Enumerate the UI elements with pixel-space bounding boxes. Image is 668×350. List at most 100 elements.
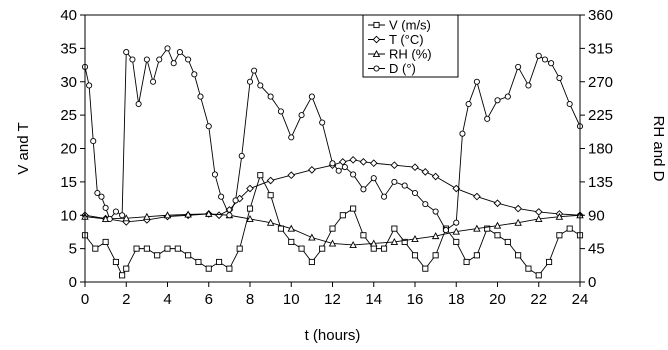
data-point [349, 156, 357, 164]
data-point [515, 63, 522, 70]
data-point [566, 225, 573, 232]
data-point [92, 245, 99, 252]
data-point [133, 245, 140, 252]
data-point [170, 60, 177, 67]
data-point [226, 212, 233, 219]
data-point [164, 245, 171, 252]
data-point [197, 93, 204, 100]
data-point [432, 208, 439, 215]
data-point [287, 171, 296, 180]
data-point [215, 211, 223, 220]
x-tick-label: 10 [283, 291, 300, 308]
data-point [246, 184, 254, 193]
y-right-tick-label: 225 [588, 107, 613, 124]
data-point [143, 245, 150, 252]
data-point [204, 209, 213, 217]
data-point [515, 252, 522, 259]
y-right-tick-label: 180 [588, 141, 613, 158]
data-point [257, 82, 264, 89]
data-point [102, 238, 109, 246]
y-left-tick-label: 20 [60, 141, 77, 158]
data-point [556, 232, 563, 239]
y-left-tick-label: 30 [60, 74, 77, 91]
legend-label: V (m/s) [389, 18, 431, 33]
data-point [514, 204, 522, 213]
x-tick-label: 20 [489, 291, 506, 308]
data-point [370, 245, 377, 252]
data-point [411, 252, 419, 259]
data-point [391, 225, 398, 232]
data-point [546, 258, 553, 266]
data-point [266, 176, 275, 185]
data-point [143, 212, 151, 220]
data-point [465, 100, 472, 108]
data-point [350, 171, 357, 178]
data-point [335, 167, 342, 174]
data-point [288, 238, 295, 246]
data-point [102, 204, 109, 211]
data-point [319, 245, 326, 252]
data-point [349, 240, 357, 248]
data-point [211, 171, 218, 178]
data-point [350, 205, 357, 212]
data-point [218, 193, 225, 200]
data-point [493, 221, 502, 229]
legend-marker [372, 35, 381, 44]
data-point [329, 225, 336, 232]
x-tick-label: 4 [163, 291, 171, 308]
series-line [84, 47, 581, 231]
data-point [236, 245, 243, 252]
data-point [195, 258, 202, 266]
data-point [411, 189, 419, 197]
data-point [185, 252, 192, 259]
legend-label: RH (%) [389, 47, 432, 62]
data-point [106, 215, 113, 223]
data-point [525, 265, 532, 272]
data-point [266, 218, 275, 226]
data-point [484, 225, 491, 232]
data-point [216, 258, 223, 266]
y-right-tick-label: 315 [588, 40, 613, 57]
data-point [514, 218, 522, 226]
y-left-tick-label: 35 [60, 40, 77, 57]
series-line [84, 159, 581, 223]
data-point [422, 265, 429, 272]
data-point [90, 138, 97, 145]
data-point [232, 197, 239, 204]
data-point [143, 56, 150, 63]
y-left-tick-label: 15 [60, 174, 77, 191]
x-tick-label: 6 [205, 291, 213, 308]
data-point [308, 166, 316, 174]
data-point [556, 74, 563, 82]
data-point [381, 193, 388, 200]
y-right-tick-label: 135 [588, 174, 613, 191]
data-point [246, 78, 254, 85]
y-left-tick-label: 10 [60, 207, 77, 224]
data-point [163, 211, 172, 219]
x-tick-label: 18 [448, 291, 465, 308]
data-point [370, 175, 377, 182]
data-point [555, 212, 564, 220]
data-point [98, 193, 105, 200]
x-tick-label: 12 [324, 291, 341, 308]
data-point [359, 158, 368, 166]
data-point [277, 225, 284, 232]
data-point [246, 205, 254, 212]
data-point [154, 252, 161, 259]
y-right-tick-label: 360 [588, 7, 613, 24]
legend-marker [373, 21, 380, 29]
data-point [267, 192, 274, 199]
data-point [251, 67, 258, 74]
data-point [411, 163, 419, 172]
data-point [484, 115, 491, 122]
data-point [548, 60, 555, 67]
data-point [246, 215, 254, 223]
data-point [391, 178, 398, 185]
data-point [504, 238, 511, 246]
x-tick-label: 16 [407, 291, 424, 308]
data-point [308, 258, 315, 266]
data-point [401, 182, 408, 189]
data-point [308, 93, 315, 100]
x-tick-label: 2 [122, 291, 130, 308]
y-right-tick-label: 270 [588, 74, 613, 91]
